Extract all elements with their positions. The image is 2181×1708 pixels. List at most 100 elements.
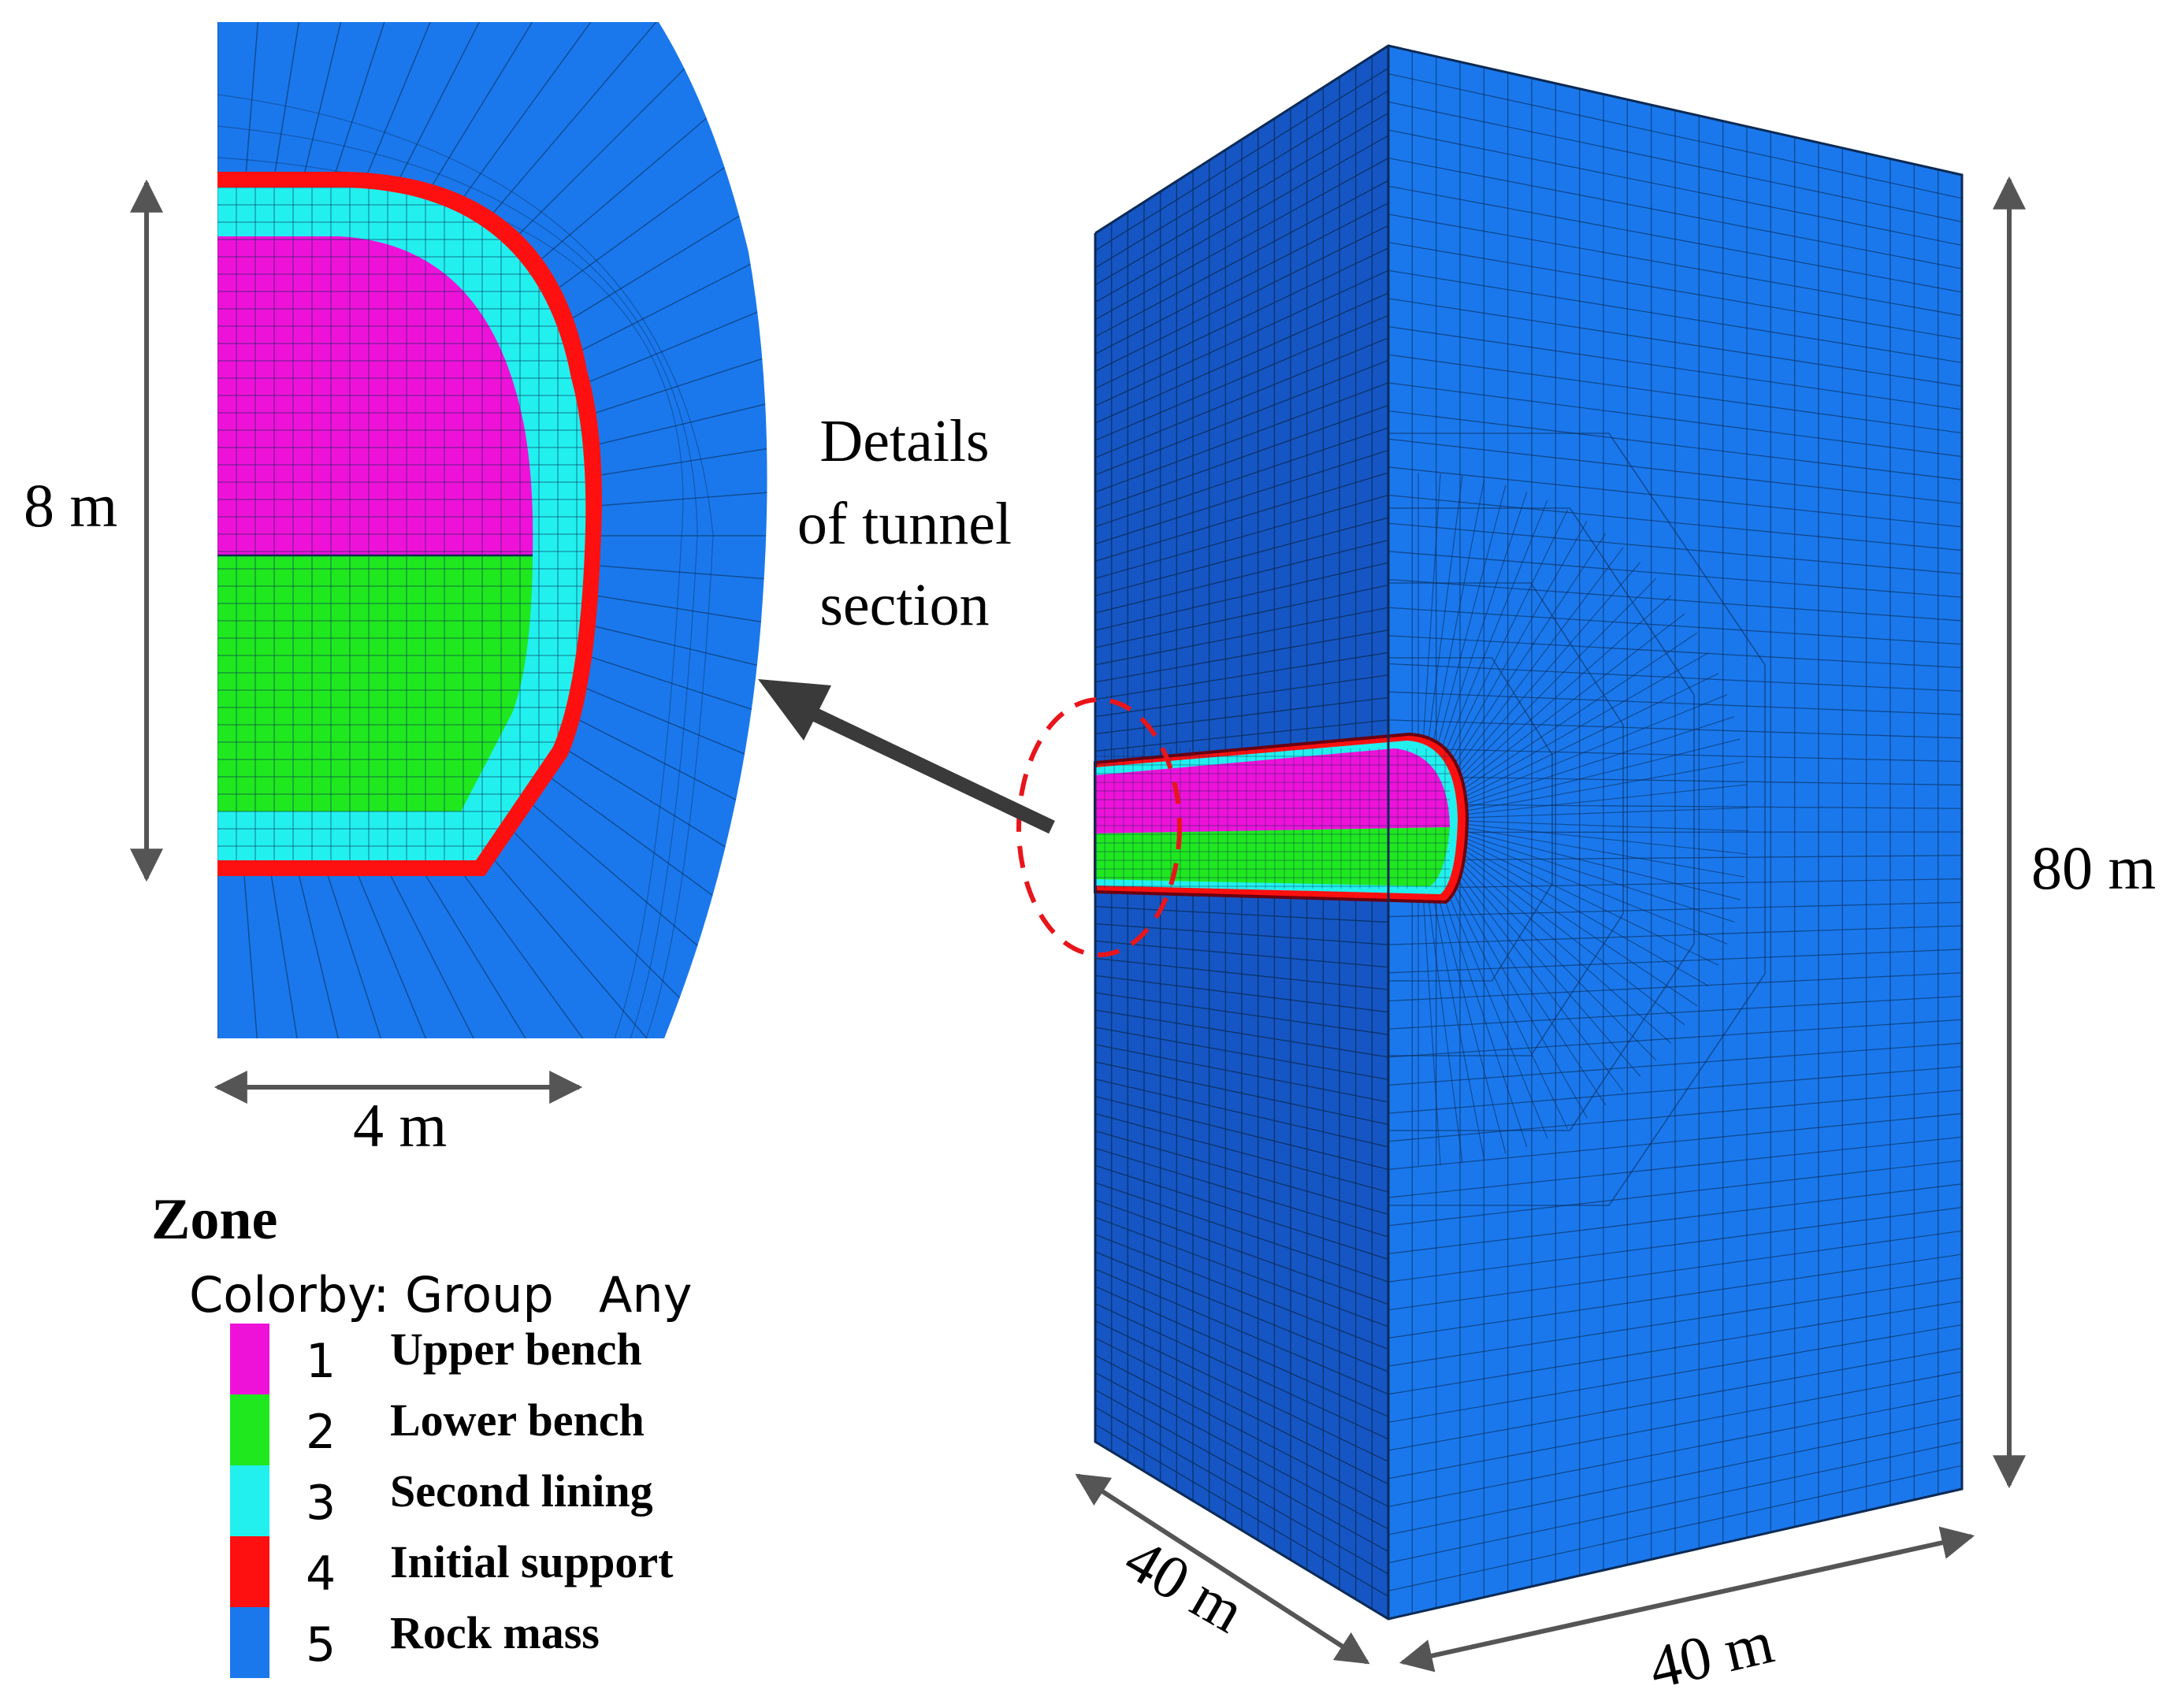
mesh-line [1095,1112,1388,1193]
mesh-line [1095,585,1388,648]
legend-item-number: 2 [306,1405,336,1460]
section-height-label: 8 m [24,471,117,540]
mesh-line [1388,1418,1962,1535]
mesh-line [1388,1112,1962,1171]
zone-legend: Zone Colorby: Group Any 1 Upper bench 2 Low… [151,1187,692,1678]
legend-items: 1 Upper bench 2 Lower bench 3 Second lining 4 I… [230,1324,674,1678]
mesh-line [1095,404,1388,511]
mesh-line [1417,819,1728,945]
mesh-line [1388,410,1962,481]
3d-model: 80 m 40 m 40 m [758,44,2156,1702]
mesh-line [1388,1371,1962,1480]
mesh-line [1417,819,1745,878]
legend-item-label: Rock mass [390,1607,600,1658]
mesh-line [1095,607,1388,666]
mesh-line [1388,101,1962,223]
mesh-line [1095,494,1388,579]
model-width-label: 40 m [1643,1607,1780,1702]
legend-swatch [230,1324,269,1394]
mesh-line [1095,975,1388,1013]
tunnel-section-detail: 8 m 4 m [24,22,767,1160]
mesh-line [1095,629,1388,683]
front-face-mesh [1095,46,1388,1619]
mesh-line [1095,292,1388,424]
mesh-line [1388,1136,1962,1198]
mesh-line [1095,382,1388,493]
legend-colorby: Colorby: Group [189,1266,554,1324]
mesh-line [1388,1324,1962,1424]
mesh-line [1388,1183,1962,1255]
callout-pointer-line [808,706,1055,834]
mesh-line [1388,325,1962,410]
mesh-line [1095,135,1388,303]
mesh-line [1417,738,1741,820]
mesh-line [1388,466,1962,528]
mesh-line [1388,657,1553,982]
mesh-line [1388,855,1962,861]
mesh-line [1095,1147,1388,1238]
mesh-line [1095,1320,1388,1462]
legend-any: Any [599,1266,692,1324]
mesh-line [1095,449,1388,545]
mesh-line [1095,472,1388,563]
mesh-line [1095,1044,1388,1103]
legend-item-number: 1 [306,1334,336,1389]
lower-bench-region [217,555,533,811]
mesh-line [1388,1160,1962,1227]
mesh-line [1388,214,1962,317]
mesh-line [1417,819,1735,923]
mesh-line [1417,673,1719,820]
mesh-line [1388,635,1962,669]
legend-swatch [230,1465,269,1536]
mesh-line [1095,337,1388,459]
mesh-line [1388,972,1962,1002]
mesh-line [1388,949,1962,974]
callout-line-2: of tunnel [797,491,1012,557]
mesh-line [1388,1277,1962,1367]
mesh-line [1095,1027,1388,1081]
mesh-line [1095,905,1388,923]
mesh-line [1388,522,1962,575]
mesh-line [1388,1089,1962,1142]
mesh-line [1095,539,1388,614]
mesh-line [1095,1337,1388,1485]
mesh-line [1095,90,1388,269]
mesh-line [1095,652,1388,700]
mesh-line [1095,719,1388,752]
mesh-line [1388,298,1962,387]
mesh-line [1388,804,1962,809]
mesh-line [1095,427,1388,528]
section-width-label: 4 m [353,1091,447,1160]
mesh-line [1388,582,1624,1056]
mesh-line [1388,1394,1962,1507]
tunnel-callout-ring [1016,697,1182,957]
mesh-line [1095,957,1388,990]
mesh-line [1095,562,1388,631]
mesh-line [1095,517,1388,596]
mesh-line [1095,359,1388,476]
mesh-line [1095,1199,1388,1305]
mesh-line [1095,67,1388,251]
mesh-line [1095,1268,1388,1395]
mesh-line [1388,1206,1962,1283]
mesh-line [1388,1230,1962,1311]
mesh-line [1388,1066,1962,1114]
mesh-line [1417,819,1748,855]
mesh-line [1388,691,1962,715]
mesh-line [1095,314,1388,441]
mesh-line [1388,607,1962,645]
legend-swatch [230,1394,269,1465]
mesh-line [1095,112,1388,286]
mesh-line [1388,1347,1962,1451]
mesh-line [1417,716,1735,820]
mesh-line [1388,1019,1962,1058]
tunnel-lower-bench [1095,827,1450,886]
mesh-line [1388,663,1962,692]
mesh-line [1388,73,1962,199]
mesh-line [1417,652,1709,820]
mesh-line [1095,269,1388,407]
model-width-arrow [1399,1526,1975,1673]
mesh-line [1095,180,1388,338]
mesh-line [1095,158,1388,321]
